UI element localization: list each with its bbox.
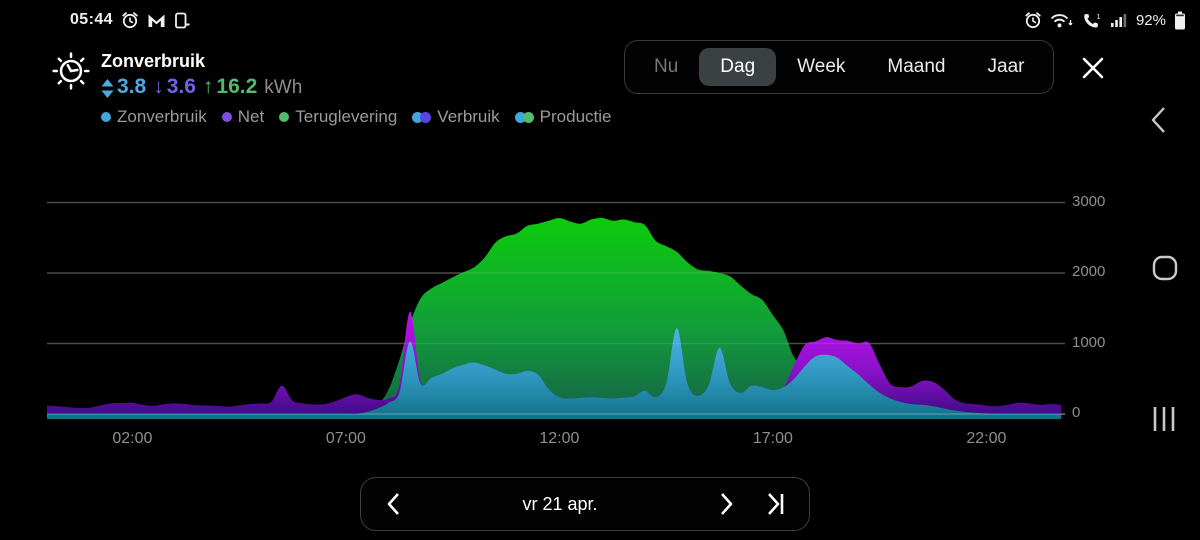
metric-teruglevering: ↑ 16.2 — [203, 75, 257, 99]
legend-item-net[interactable]: Net — [221, 107, 265, 127]
x-tick-label: 22:00 — [966, 430, 1007, 447]
previous-day-button[interactable] — [383, 491, 405, 517]
battery-icon — [1174, 11, 1186, 30]
status-time: 05:44 — [70, 11, 113, 28]
status-bar-left: 05:44 — [70, 11, 190, 29]
svg-text:1: 1 — [1096, 12, 1100, 21]
date-navigation: vr 21 apr. — [360, 477, 810, 531]
header: Zonverbruik 3.8 ↓ 3.6 ↑ 16.2 kWh Zonverbruik N… — [50, 50, 612, 127]
legend-item-zonverbruik[interactable]: Zonverbruik — [101, 107, 207, 127]
legend-label: Teruglevering — [295, 107, 398, 126]
legend-item-teruglevering[interactable]: Teruglevering — [279, 107, 397, 127]
legend-label: Net — [237, 107, 265, 126]
legend-item-verbruik[interactable]: Verbruik — [412, 107, 500, 127]
android-home-icon[interactable] — [1151, 254, 1179, 285]
legend-dot-icon — [221, 112, 232, 122]
status-bar: 05:44 1 92% — [0, 0, 1200, 34]
metric-net: ↓ 3.6 — [153, 75, 196, 99]
area-zonverbruik — [47, 328, 1062, 419]
metric-zonverbruik: 3.8 — [101, 75, 146, 99]
wifi-icon — [1050, 12, 1074, 29]
sun-clock-icon — [50, 50, 92, 127]
android-back-icon[interactable] — [1146, 104, 1172, 139]
x-tick-label: 12:00 — [539, 430, 580, 447]
status-bar-right: 1 92% — [1024, 11, 1186, 30]
legend-double-dot-icon — [412, 111, 432, 123]
legend-label: Zonverbruik — [117, 107, 207, 126]
battery-percent: 92% — [1135, 11, 1166, 29]
x-tick-label: 02:00 — [112, 430, 153, 447]
legend-dot-icon — [279, 112, 290, 122]
energy-area-chart[interactable] — [47, 190, 1072, 430]
x-tick-label: 17:00 — [752, 430, 793, 447]
y-tick-label: 3000 — [1072, 192, 1106, 210]
page-title: Zonverbruik — [101, 51, 206, 71]
metric-value: 3.8 — [117, 75, 147, 98]
range-option-week[interactable]: Week — [797, 56, 846, 77]
y-tick-label: 2000 — [1072, 263, 1106, 280]
device-icon — [174, 12, 190, 29]
alarm-icon — [1024, 11, 1042, 29]
skip-to-latest-button[interactable] — [763, 491, 787, 517]
range-option-dag[interactable]: Dag — [699, 48, 777, 86]
alarm-icon — [121, 11, 139, 29]
y-tick-label: 1000 — [1072, 333, 1106, 351]
range-selector: Nu Dag Week Maand Jaar — [624, 40, 1055, 94]
legend-double-dot-icon — [514, 111, 534, 123]
metric-unit: kWh — [264, 77, 303, 98]
chart-legend: Zonverbruik Net Teruglevering Verbruik Produ… — [101, 107, 612, 127]
metric-value: 16.2 — [216, 75, 258, 98]
gmail-icon — [147, 13, 166, 28]
legend-dot-icon — [101, 112, 111, 122]
updown-arrows-icon — [101, 79, 114, 98]
legend-item-productie[interactable]: Productie — [514, 107, 612, 127]
legend-label: Productie — [539, 107, 612, 126]
metric-value: 3.6 — [166, 75, 196, 98]
down-arrow-icon: ↓ — [153, 75, 164, 98]
up-arrow-icon: ↑ — [202, 75, 214, 98]
android-recents-icon[interactable] — [1150, 404, 1178, 437]
next-day-button[interactable] — [715, 491, 737, 517]
energy-metrics: 3.8 ↓ 3.6 ↑ 16.2 kWh — [101, 75, 612, 99]
signal-strength-icon — [1110, 12, 1128, 28]
current-date-label: vr 21 apr. — [522, 493, 598, 514]
x-tick-label: 07:00 — [325, 430, 366, 447]
legend-label: Verbruik — [437, 107, 500, 126]
y-tick-label: 0 — [1072, 404, 1081, 421]
range-option-maand[interactable]: Maand — [887, 56, 946, 77]
range-option-jaar[interactable]: Jaar — [987, 56, 1025, 77]
close-button[interactable] — [1077, 53, 1109, 83]
wifi-calling-icon: 1 — [1082, 12, 1102, 29]
range-option-nu[interactable]: Nu — [654, 56, 679, 77]
